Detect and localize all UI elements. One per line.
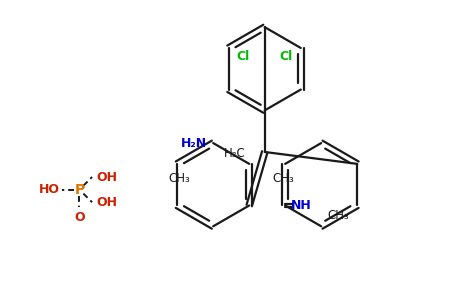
Text: OH: OH	[96, 196, 117, 209]
Text: H₃C: H₃C	[224, 147, 245, 160]
Text: O: O	[74, 212, 85, 224]
Text: CH₃: CH₃	[327, 209, 349, 222]
Text: CH₃: CH₃	[168, 172, 190, 185]
Text: Cl: Cl	[236, 50, 250, 63]
Text: HO: HO	[38, 183, 60, 196]
Text: H₂N: H₂N	[181, 136, 207, 150]
Text: NH: NH	[291, 199, 312, 212]
Text: Cl: Cl	[280, 50, 293, 63]
Text: P: P	[74, 183, 84, 196]
Text: CH₃: CH₃	[272, 172, 294, 185]
Text: OH: OH	[96, 170, 117, 184]
